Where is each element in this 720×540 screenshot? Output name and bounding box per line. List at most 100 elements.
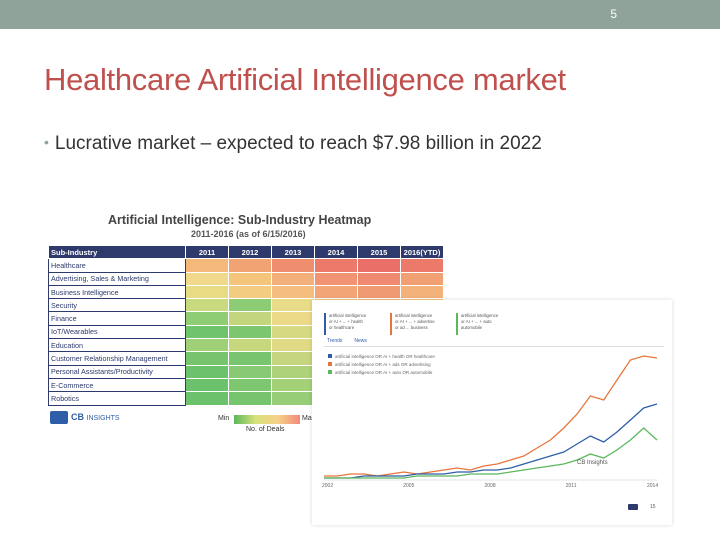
bullet-item: • Lucrative market – expected to reach $7… bbox=[44, 133, 542, 155]
x-axis-tick-label: 2005 bbox=[403, 483, 415, 489]
heatmap-cell bbox=[314, 258, 358, 273]
x-axis-tick-label: 2002 bbox=[322, 483, 334, 489]
trend-tabs: Trends News bbox=[327, 338, 379, 344]
heatmap-cell bbox=[271, 324, 315, 340]
heatmap-cell bbox=[271, 284, 315, 300]
heatmap-row-label: Finance bbox=[48, 311, 186, 326]
heatmap-row-label: E-Commerce bbox=[48, 377, 186, 393]
heatmap-year-4: 2015 bbox=[357, 244, 401, 260]
series-legend-text: artificial intelligence OR AI + auto OR … bbox=[335, 370, 433, 375]
heatmap-row-label: Business Intelligence bbox=[48, 284, 186, 300]
search-term-box[interactable]: artificial intelligence or AI + ... + adv… bbox=[390, 313, 448, 335]
series-legend-item: artificial intelligence OR AI + health O… bbox=[328, 353, 435, 361]
corner-number: 15 bbox=[650, 504, 656, 510]
heatmap-row-label: Robotics bbox=[48, 391, 186, 406]
heatmap-cell bbox=[185, 258, 229, 273]
heatmap-cell bbox=[314, 271, 358, 286]
heatmap-cell bbox=[228, 338, 272, 353]
heatmap-cell bbox=[185, 351, 229, 366]
heatmap-cell bbox=[185, 311, 229, 326]
heatmap-cell bbox=[185, 391, 229, 406]
heatmap-year-2: 2013 bbox=[271, 244, 315, 260]
search-term-box[interactable]: artificial intelligence or AI + ... + hea… bbox=[324, 313, 382, 335]
series-swatch bbox=[328, 362, 332, 366]
x-axis-tick-label: 2008 bbox=[484, 483, 496, 489]
legend-max-label: Max bbox=[302, 415, 316, 422]
search-term-text: artificial intelligence bbox=[395, 313, 433, 318]
heatmap-cell bbox=[185, 377, 229, 393]
tab-news[interactable]: News bbox=[354, 338, 367, 344]
search-term-text: or healthcare bbox=[329, 325, 355, 330]
heatmap-cell bbox=[185, 364, 229, 379]
heatmap-header-row: Sub-Industry 2011 2012 2013 2014 2015 2016(YT… bbox=[48, 244, 444, 260]
search-term-text: or AI + ... + advertise bbox=[395, 319, 435, 324]
heatmap-cell bbox=[228, 351, 272, 366]
trend-line-chart bbox=[324, 355, 658, 481]
series-legend: artificial intelligence OR AI + health O… bbox=[328, 353, 435, 377]
heatmap-row-label: Advertising, Sales & Marketing bbox=[48, 271, 186, 286]
heatmap-cell bbox=[228, 377, 272, 393]
tab-divider bbox=[324, 346, 664, 347]
heatmap-cell bbox=[185, 324, 229, 340]
heatmap-cell bbox=[357, 271, 401, 286]
heatmap-cell bbox=[271, 377, 315, 393]
trend-series-line bbox=[324, 403, 658, 479]
heatmap-row-label: Security bbox=[48, 298, 186, 313]
search-term-text: automobile bbox=[461, 325, 483, 330]
tab-trends[interactable]: Trends bbox=[327, 338, 343, 344]
heatmap-row-label: Healthcare bbox=[48, 258, 186, 273]
chart-watermark: CB Insights bbox=[577, 460, 608, 466]
heatmap-year-1: 2012 bbox=[228, 244, 272, 260]
top-bar: 5 bbox=[0, 0, 720, 29]
heatmap-header-label: Sub-Industry bbox=[48, 244, 186, 260]
heatmap-cell bbox=[357, 284, 401, 300]
series-legend-text: artificial intelligence OR AI + ads OR a… bbox=[335, 362, 431, 367]
heatmap-cell bbox=[314, 284, 358, 300]
heatmap-title: Artificial Intelligence: Sub-Industry He… bbox=[108, 213, 372, 227]
search-term-box[interactable]: artificial intelligence or AI + ... + aut… bbox=[456, 313, 514, 335]
heatmap-cell bbox=[185, 284, 229, 300]
heatmap-cell bbox=[271, 391, 315, 406]
bullet-text: Lucrative market – expected to reach $7.… bbox=[54, 133, 542, 154]
heatmap-cell bbox=[185, 338, 229, 353]
heatmap-cell bbox=[228, 364, 272, 379]
heatmap-cell bbox=[357, 258, 401, 273]
heatmap-cell bbox=[228, 324, 272, 340]
heatmap-cell bbox=[271, 338, 315, 353]
cb-logo-brand: CB bbox=[71, 412, 84, 422]
slide-number: 5 bbox=[610, 7, 617, 21]
series-legend-item: artificial intelligence OR AI + ads OR a… bbox=[328, 361, 435, 369]
x-axis-tick-label: 2014 bbox=[647, 483, 659, 489]
heatmap-year-5: 2016(YTD) bbox=[400, 244, 444, 260]
heatmap-cell bbox=[185, 271, 229, 286]
bullet-dot-icon: • bbox=[44, 134, 49, 150]
series-swatch bbox=[328, 370, 332, 374]
legend-min-label: Min bbox=[218, 415, 230, 422]
heatmap-cell bbox=[228, 284, 272, 300]
series-swatch bbox=[328, 354, 332, 358]
heatmap-year-0: 2011 bbox=[185, 244, 229, 260]
series-legend-text: artificial intelligence OR AI + health O… bbox=[335, 354, 435, 359]
x-axis-tick-label: 2011 bbox=[565, 483, 577, 489]
heatmap-cell bbox=[400, 271, 444, 286]
cb-insights-logo: CB INSIGHTS bbox=[50, 411, 130, 425]
heatmap-cell bbox=[271, 364, 315, 379]
search-term-text: or ad ... business bbox=[395, 325, 428, 330]
heatmap-cell bbox=[271, 271, 315, 286]
heatmap-row-label: Customer Relationship Management bbox=[48, 351, 186, 366]
search-term-text: or AI + ... + auto bbox=[461, 319, 492, 324]
search-term-text: or AI + ... + health bbox=[329, 319, 363, 324]
heatmap-cell bbox=[228, 258, 272, 273]
heatmap-cell bbox=[271, 298, 315, 313]
heatmap-cell bbox=[271, 311, 315, 326]
heatmap-year-3: 2014 bbox=[314, 244, 358, 260]
heatmap-subtitle: 2011-2016 (as of 6/15/2016) bbox=[191, 229, 306, 239]
legend-caption: No. of Deals bbox=[246, 426, 285, 433]
heatmap-row-label: Education bbox=[48, 338, 186, 353]
trend-series-line bbox=[324, 427, 658, 479]
search-term-text: artificial intelligence bbox=[329, 313, 367, 318]
slide-title: Healthcare Artificial Intelligence marke… bbox=[44, 62, 566, 97]
heatmap-row: Healthcare bbox=[48, 258, 444, 273]
heatmap-cell bbox=[228, 391, 272, 406]
legend-color-bar bbox=[234, 415, 300, 424]
